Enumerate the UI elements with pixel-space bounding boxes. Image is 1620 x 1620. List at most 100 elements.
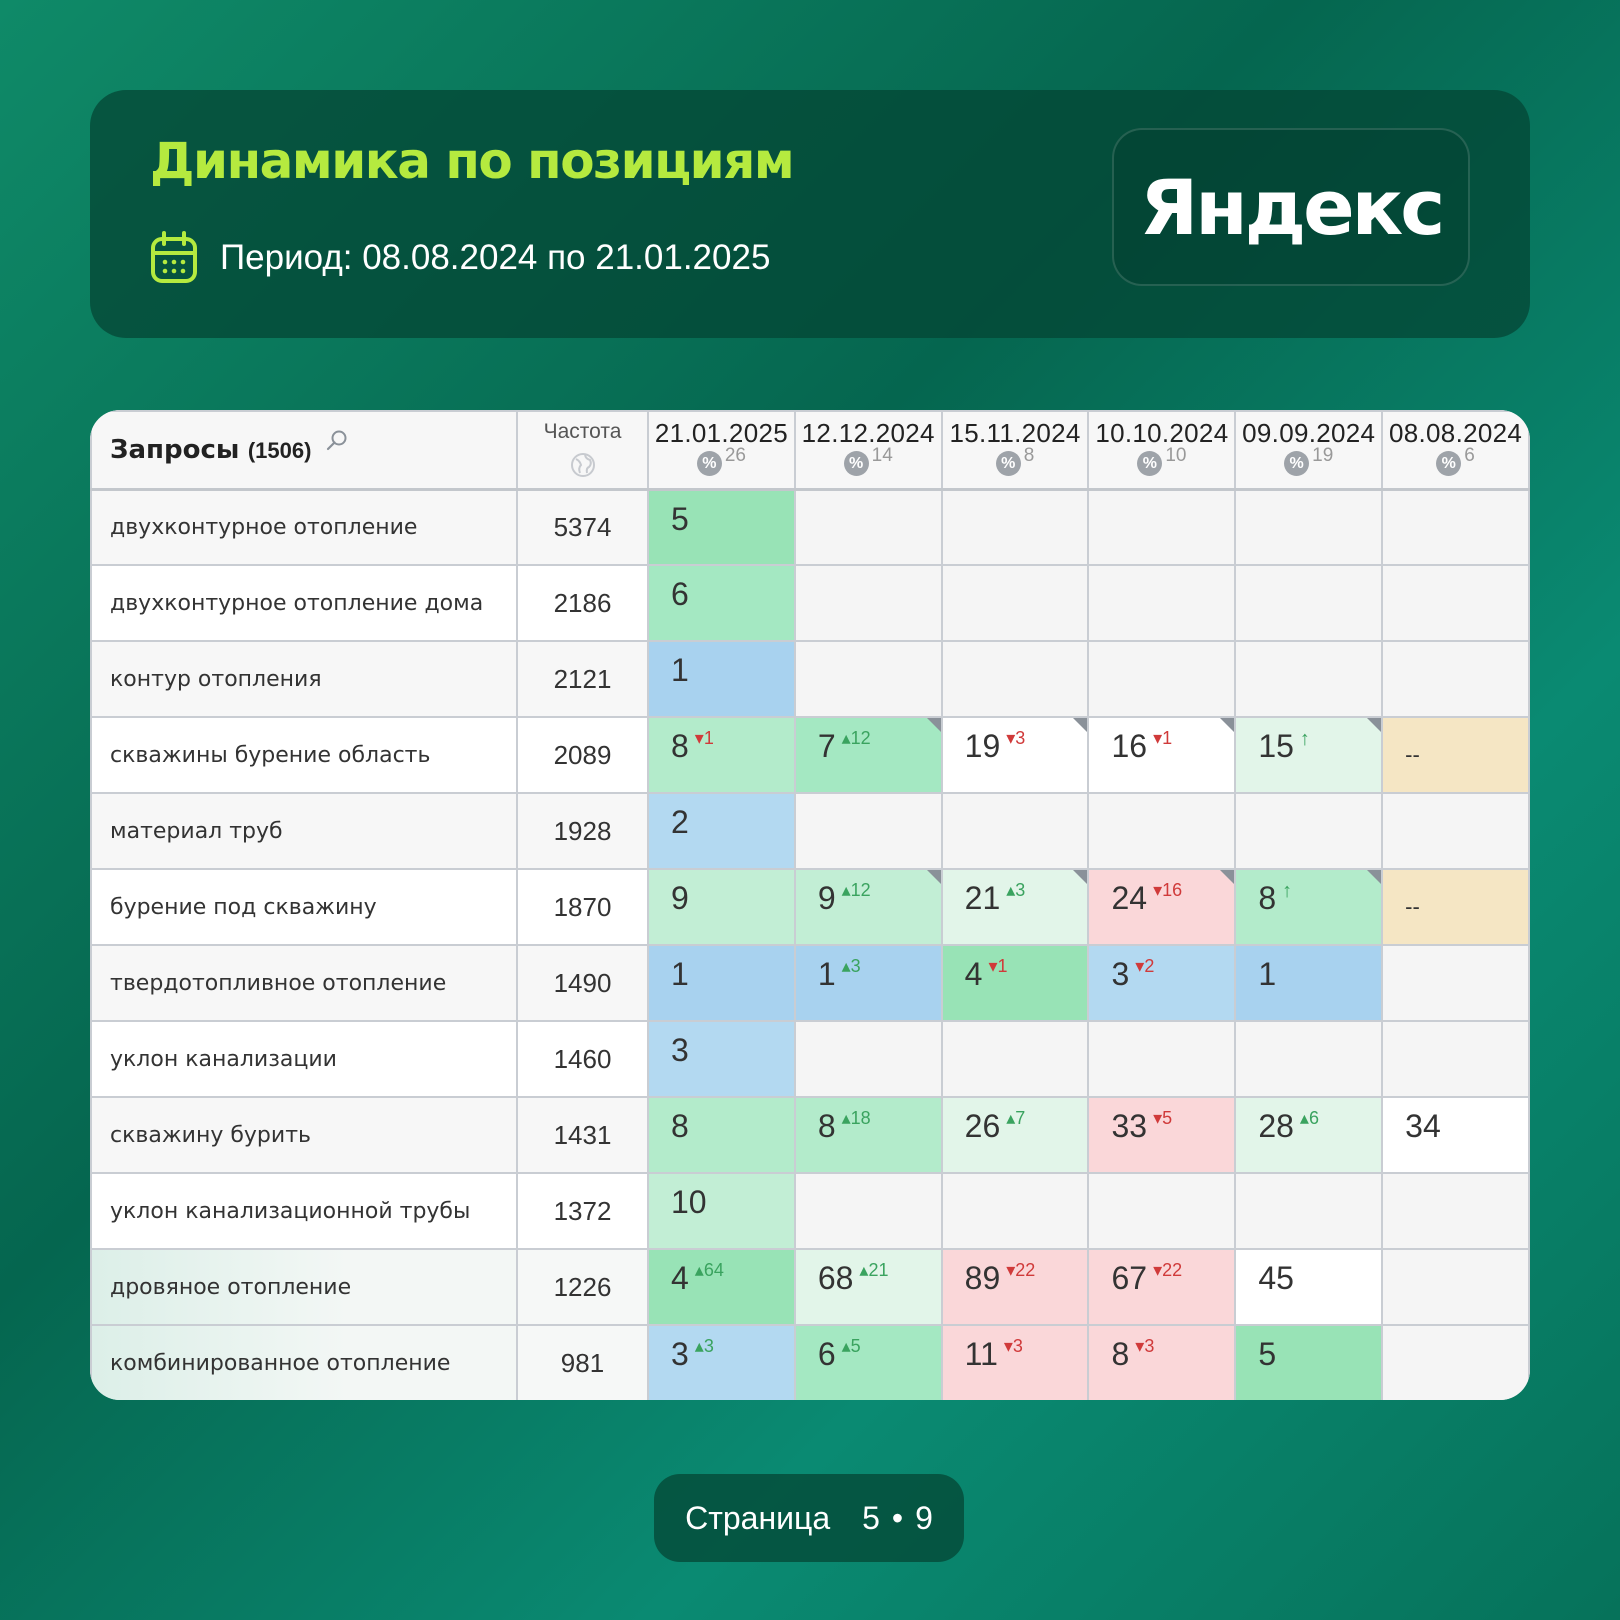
frequency-cell: 2121 (516, 640, 649, 718)
position-change: ▾2 (1135, 956, 1154, 976)
date-column-header[interactable]: 08.08.2024% 6 (1381, 410, 1530, 491)
pager-label: Страница (685, 1499, 831, 1536)
top-percent-value: 6 (1464, 445, 1475, 466)
brand-text: Яндекс (1139, 162, 1446, 252)
position-change-value: 2 (1144, 956, 1155, 976)
position-cell (940, 1020, 1090, 1098)
position-cell: -- (1381, 716, 1530, 794)
date-column-header[interactable]: 21.01.2025% 26 (647, 410, 796, 491)
position-change: ▾22 (1006, 1260, 1035, 1280)
corner-marker (1073, 718, 1088, 732)
position-cell (1381, 640, 1530, 718)
position-value: 1 (671, 652, 689, 688)
query-cell: комбинированное отопление (90, 1324, 518, 1400)
top-percent-value: 10 (1165, 445, 1187, 466)
date-label: 21.01.2025 (654, 418, 788, 448)
position-value: 45 (1258, 1260, 1294, 1296)
corner-marker (926, 870, 941, 884)
date-label: 09.09.2024 (1242, 418, 1376, 448)
new-position-arrow-icon: ↑ (1282, 880, 1293, 902)
position-change-value: 22 (1015, 1260, 1036, 1280)
top-percent: % 26 (649, 445, 794, 485)
queries-label: Запросы (110, 434, 240, 465)
query-cell: бурение под скважину (90, 868, 518, 946)
position-change-value: 12 (850, 728, 871, 748)
position-change: ▴12 (842, 880, 871, 900)
top-percent: % 8 (943, 445, 1088, 485)
query-cell: твердотопливное отопление (90, 944, 518, 1022)
arrow-up-icon: ▴ (1006, 1108, 1016, 1128)
position-cell (940, 640, 1090, 718)
position-value: 3 (1111, 956, 1130, 992)
frequency-cell: 1870 (516, 868, 649, 946)
queries-header[interactable]: Запросы (1506) (90, 410, 518, 491)
table-body: двухконтурное отопление 5374 5 двухконтурно… (90, 488, 1530, 1400)
position-cell: 21 ▴3 (940, 868, 1090, 946)
arrow-down-icon: ▾ (1135, 956, 1145, 976)
position-value: 4 (671, 1260, 689, 1296)
position-cell (1234, 1020, 1384, 1098)
position-change-value: 7 (1015, 1108, 1026, 1128)
position-cell: 28 ▴6 (1234, 1096, 1384, 1174)
date-label: 08.08.2024 (1389, 418, 1523, 448)
position-change-value: 5 (1162, 1108, 1173, 1128)
position-value: 3 (671, 1336, 689, 1372)
position-cell (1087, 1020, 1237, 1098)
position-cell (1381, 1020, 1530, 1098)
position-cell: 8 ↑ (1234, 868, 1384, 946)
position-cell: 1 ▴3 (793, 944, 943, 1022)
query-cell: двухконтурное отопление (90, 488, 518, 566)
date-label: 15.11.2024 (949, 418, 1081, 448)
date-column-header[interactable]: 15.11.2024% 8 (940, 410, 1090, 491)
position-value: 1 (671, 956, 689, 992)
position-cell: 10 (647, 1172, 796, 1250)
position-cell: 33 ▾5 (1087, 1096, 1237, 1174)
position-change-value: 1 (997, 956, 1008, 976)
position-cell (793, 564, 943, 642)
corner-marker (1367, 718, 1382, 732)
query-cell: скважину бурить (90, 1096, 518, 1174)
date-column-header[interactable]: 12.12.2024% 14 (793, 410, 943, 491)
table-row: уклон канализации 1460 3 (90, 1020, 1530, 1098)
position-change-value: 1 (1162, 728, 1173, 748)
position-value: 21 (964, 880, 1001, 916)
table-row: контур отопления 2121 1 (90, 640, 1530, 718)
date-column-header[interactable]: 10.10.2024% 10 (1087, 410, 1237, 491)
frequency-header[interactable]: Частота (516, 410, 649, 491)
corner-marker (1367, 870, 1382, 884)
position-cell: 1 (647, 944, 796, 1022)
position-value: 34 (1405, 1108, 1441, 1144)
search-icon[interactable] (326, 429, 348, 451)
position-change-value: 3 (1012, 1336, 1023, 1356)
query-cell: материал труб (90, 792, 518, 870)
brand-logo: Яндекс (1112, 128, 1470, 286)
table-row: бурение под скважину 1870 9 9 ▴12 21 ▴3 24 ▾16 8 ↑… (90, 868, 1530, 946)
position-cell (1234, 1172, 1384, 1250)
position-cell: 24 ▾16 (1087, 868, 1237, 946)
position-change: ▾1 (988, 956, 1007, 976)
position-cell: 9 ▴12 (793, 868, 943, 946)
position-value: 8 (671, 1108, 689, 1144)
position-cell: 11 ▾3 (940, 1324, 1090, 1400)
arrow-down-icon: ▾ (1153, 728, 1163, 748)
position-cell (793, 1172, 943, 1250)
position-cell: 3 (647, 1020, 796, 1098)
position-change: ▾3 (1135, 1336, 1154, 1356)
position-cell: 8 ▾3 (1087, 1324, 1237, 1400)
position-change-value: 22 (1162, 1260, 1183, 1280)
position-value: 5 (1258, 1336, 1277, 1372)
arrow-up-icon: ▴ (859, 1260, 869, 1280)
position-cell: 19 ▾3 (940, 716, 1090, 794)
pager-total: 9 (915, 1499, 933, 1536)
date-column-header[interactable]: 09.09.2024% 19 (1234, 410, 1384, 491)
position-value: 33 (1111, 1108, 1148, 1144)
page-title: Динамика по позициям (150, 132, 795, 190)
position-cell: 6 ▴5 (793, 1324, 943, 1400)
position-cell: 67 ▾22 (1087, 1248, 1237, 1326)
arrow-up-icon: ▴ (1006, 880, 1016, 900)
position-cell: 5 (1234, 1324, 1384, 1400)
arrow-down-icon: ▾ (1153, 880, 1163, 900)
position-cell (1381, 944, 1530, 1022)
position-change-value: 3 (1144, 1336, 1155, 1356)
position-cell (793, 488, 943, 566)
